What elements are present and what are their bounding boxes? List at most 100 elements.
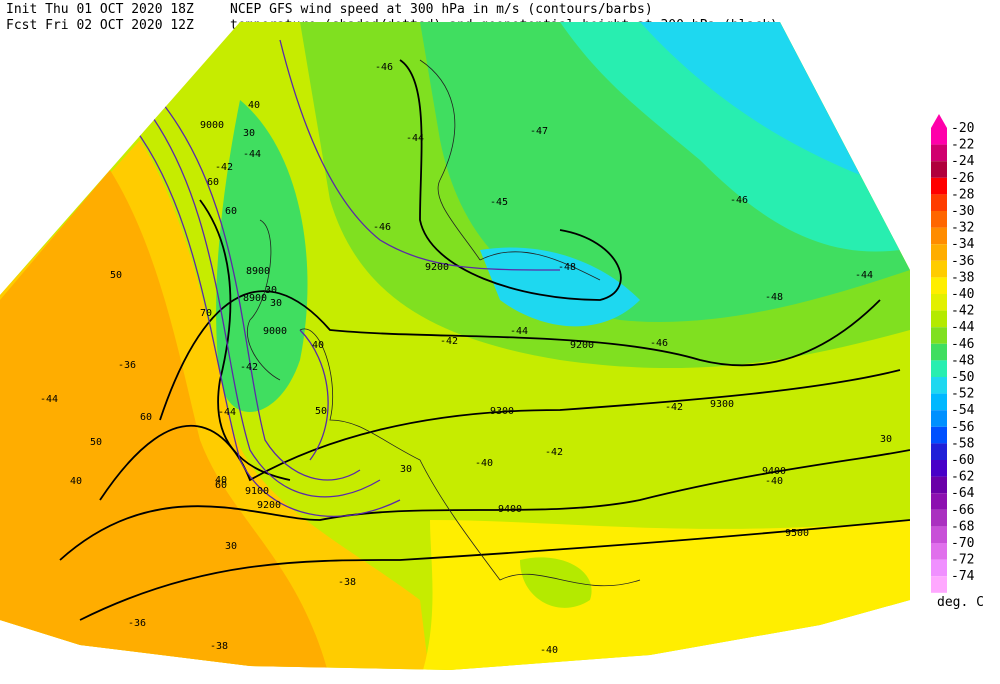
field-trough — [216, 100, 308, 413]
colorbar-label: -74 — [951, 569, 975, 584]
colorbar-label: -44 — [951, 320, 975, 335]
height-label: 9200 — [257, 500, 281, 511]
wind-label: 30 — [270, 298, 282, 309]
colorbar-box — [931, 559, 947, 577]
height-label: 9100 — [245, 486, 269, 497]
temp-label: -42 — [240, 362, 258, 373]
colorbar-box — [931, 194, 947, 211]
colorbar-box — [931, 310, 947, 328]
colorbar-label: -54 — [951, 403, 975, 418]
colorbar-label: -42 — [951, 304, 974, 319]
colorbar-label: -34 — [951, 237, 975, 252]
field-south — [420, 520, 910, 670]
colorbar-label: -70 — [951, 536, 974, 551]
colorbar-box — [931, 177, 947, 195]
temp-label: -48 — [558, 262, 576, 273]
temp-label: -44 — [243, 149, 261, 160]
map-title: NCEP GFS wind speed at 300 hPa in m/s (c… — [230, 2, 653, 17]
colorbar-box — [931, 244, 947, 261]
temp-label: -42 — [440, 336, 458, 347]
wind-label: 40 — [215, 475, 227, 486]
field-patch — [520, 557, 592, 608]
temp-label: -44 — [40, 394, 58, 405]
colorbar-box — [931, 509, 947, 527]
wind-label: 60 — [207, 177, 219, 188]
temp-label: -38 — [338, 577, 356, 588]
temp-label: -42 — [545, 447, 563, 458]
wind-label: 50 — [110, 270, 122, 281]
height-label: 9500 — [785, 528, 809, 539]
wind-label: 60 — [140, 412, 152, 423]
temp-label: -46 — [375, 62, 393, 73]
temp-label: -38 — [210, 641, 228, 652]
temp-label: -46 — [373, 222, 391, 233]
field-cyan2 — [640, 22, 860, 175]
wind-label: 50 — [315, 406, 327, 417]
colorbar-label: -64 — [951, 486, 975, 501]
map-area: 9000 8900 8900 9000 9100 9200 9200 9200 9300 9300… — [0, 22, 910, 670]
colorbar-box — [931, 128, 947, 145]
colorbar-box — [931, 227, 947, 245]
temp-label: -40 — [765, 476, 783, 487]
wind-label: 30 — [880, 434, 892, 445]
fcst-text: Fcst Fri 02 OCT 2020 12Z — [6, 18, 194, 33]
colorbar-label: -22 — [951, 138, 974, 153]
wind-label: 30 — [225, 541, 237, 552]
temp-label: -36 — [128, 618, 146, 629]
colorbar-box — [931, 211, 947, 228]
colorbar-label: -36 — [951, 254, 974, 269]
wind-label: 60 — [225, 206, 237, 217]
height-label: 8900 — [243, 293, 267, 304]
colorbar-label: -52 — [951, 387, 974, 402]
colorbar-box — [931, 526, 947, 543]
wind-label: 30 — [243, 128, 255, 139]
colorbar-label: -30 — [951, 204, 974, 219]
temp-label: -46 — [730, 195, 748, 206]
wind-label: 50 — [90, 437, 102, 448]
height-label: 9400 — [762, 466, 786, 477]
wind-contours — [119, 39, 561, 517]
colorbar-label: -20 — [951, 121, 974, 136]
colorbar-label: -66 — [951, 503, 974, 518]
height-label: 9300 — [490, 406, 514, 417]
colorbar-box — [931, 476, 947, 494]
colorbar-label: -72 — [951, 553, 974, 568]
colorbar-box — [931, 260, 947, 278]
colorbar-label: -56 — [951, 420, 974, 435]
unit-label: deg. C — [937, 595, 984, 610]
colorbar-label: -46 — [951, 337, 974, 352]
height-contours — [59, 59, 910, 621]
height-label: 9300 — [710, 399, 734, 410]
colorbar-box — [931, 460, 947, 477]
wind-label: 60 — [215, 480, 227, 491]
temp-label: -40 — [475, 458, 493, 469]
colorbar-box — [931, 377, 947, 394]
wind-label: 30 — [265, 285, 277, 296]
colorbar-label: -32 — [951, 221, 974, 236]
temp-label: -40 — [540, 645, 558, 656]
colorbar: -20 -22-24 -26-28 -30 -32-34 -36-38 -40 -42-44 -… — [931, 114, 975, 593]
colorbar-box — [931, 327, 947, 344]
height-label: 9000 — [263, 326, 287, 337]
colorbar-label: -28 — [951, 187, 974, 202]
colorbar-label: -50 — [951, 370, 974, 385]
temp-label: -45 — [490, 197, 508, 208]
height-label: 9200 — [570, 340, 594, 351]
wind-label: 40 — [248, 100, 260, 111]
colorbar-label: -40 — [951, 287, 974, 302]
colorbar-box — [931, 360, 947, 377]
colorbar-label: -62 — [951, 470, 974, 485]
colorbar-box — [931, 277, 947, 294]
colorbar-box — [931, 294, 947, 311]
field-cyan — [560, 22, 900, 252]
colorbar-box — [931, 410, 947, 427]
colorbar-box — [931, 393, 947, 411]
wind-label: 70 — [200, 308, 212, 319]
height-label: 9200 — [425, 262, 449, 273]
colorbar-label: -24 — [951, 154, 975, 169]
height-label: 9000 — [200, 120, 224, 131]
temp-label: -47 — [530, 126, 548, 137]
wind-label: 40 — [70, 476, 82, 487]
temp-label: -42 — [215, 162, 233, 173]
